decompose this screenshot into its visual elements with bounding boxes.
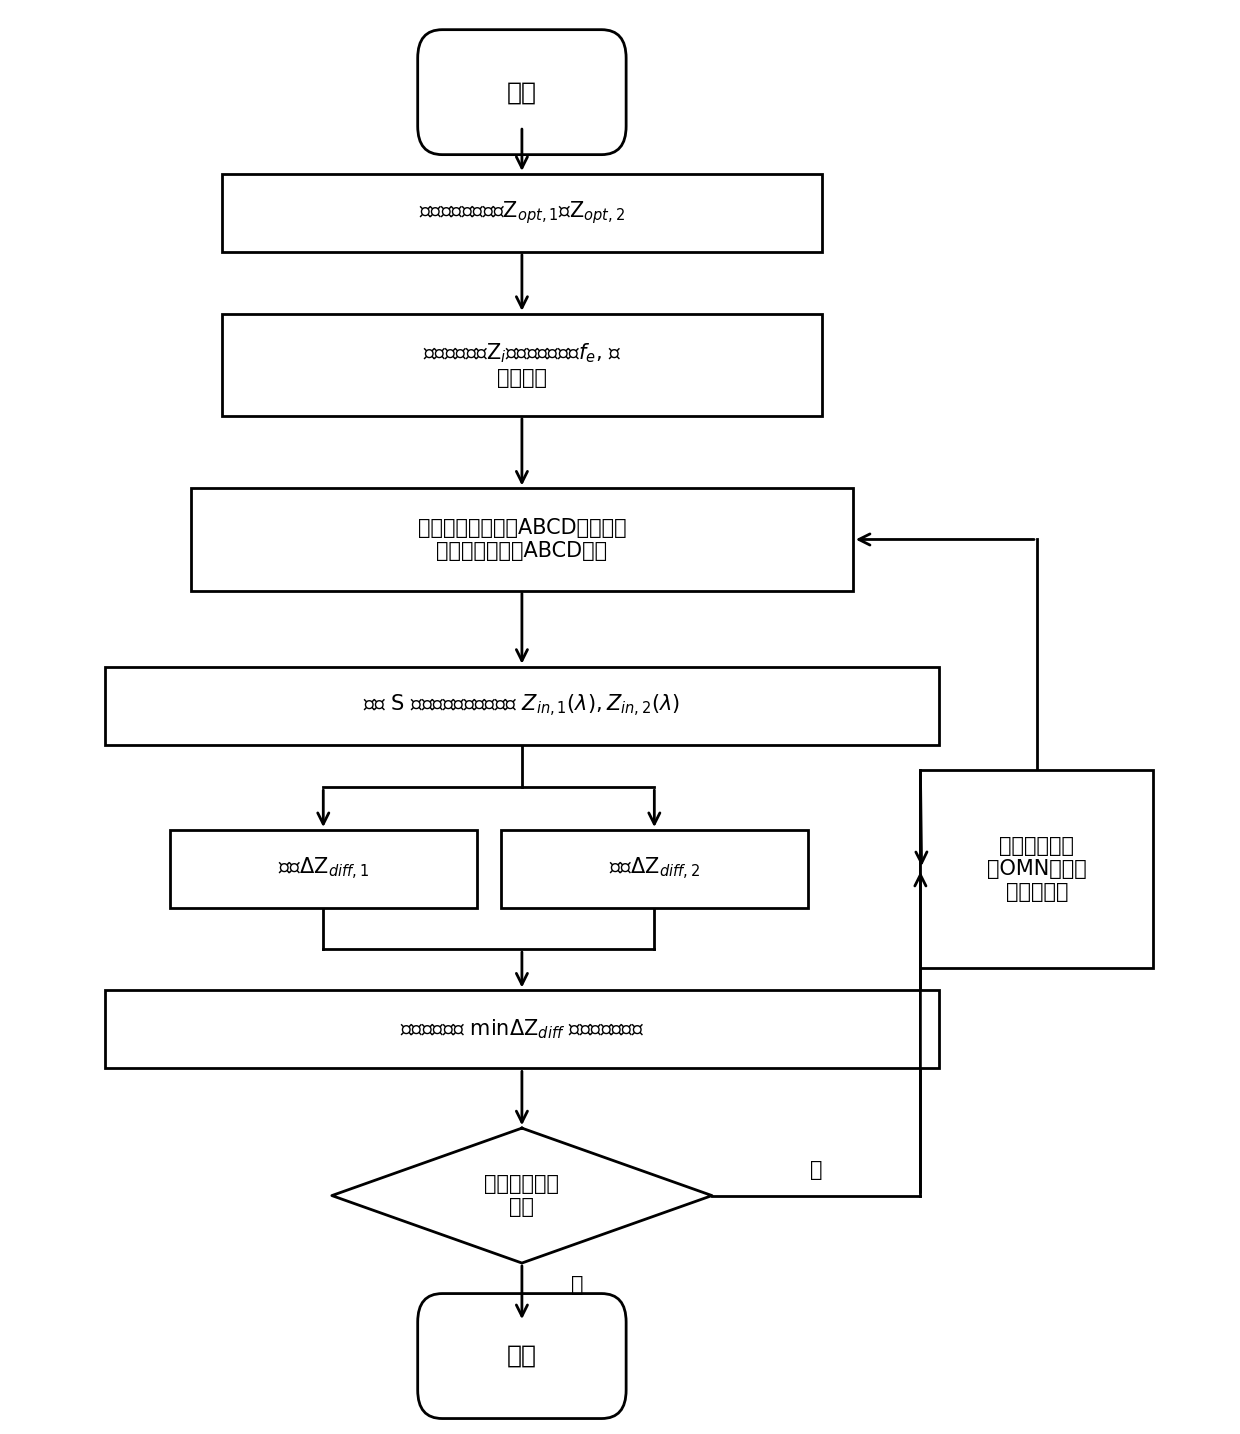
- Text: 计算ΔZ$_{diff,1}$: 计算ΔZ$_{diff,1}$: [278, 856, 368, 882]
- Text: 重新选择并确
定OMN，初始
化优化变量: 重新选择并确 定OMN，初始 化优化变量: [987, 836, 1086, 902]
- Bar: [222, 314, 822, 416]
- Bar: [105, 667, 939, 744]
- Bar: [222, 174, 822, 252]
- Bar: [920, 770, 1153, 968]
- Text: 否: 否: [810, 1160, 822, 1180]
- Bar: [191, 489, 853, 591]
- Text: 最小误差是否
满足: 最小误差是否 满足: [485, 1174, 559, 1217]
- Text: 初始优化变量Z$_i$和范围截止频率$f_e$, 并
设置范围: 初始优化变量Z$_i$和范围截止频率$f_e$, 并 设置范围: [423, 341, 621, 389]
- Text: 是: 是: [570, 1275, 583, 1295]
- Bar: [170, 830, 476, 908]
- Text: 生成目标函数 minΔZ$_{diff}$ 和运行优化算法: 生成目标函数 minΔZ$_{diff}$ 和运行优化算法: [399, 1018, 644, 1041]
- Text: 计算每段传输线的ABCD矩阵和输
出匹配网络总的ABCD矩阵: 计算每段传输线的ABCD矩阵和输 出匹配网络总的ABCD矩阵: [418, 518, 626, 561]
- Text: 计算ΔZ$_{diff,2}$: 计算ΔZ$_{diff,2}$: [609, 856, 699, 882]
- Text: 获取阻抗的目标值Z$_{opt, 1}$和Z$_{opt, 2}$: 获取阻抗的目标值Z$_{opt, 1}$和Z$_{opt, 2}$: [419, 199, 625, 227]
- Text: 结束: 结束: [507, 1344, 537, 1368]
- FancyBboxPatch shape: [418, 1293, 626, 1418]
- Bar: [105, 991, 939, 1068]
- Polygon shape: [332, 1129, 712, 1263]
- Text: 计算 S 参数矩阵和合成的阻抗 $Z_{in,1}(\lambda),Z_{in,2}(\lambda)$: 计算 S 参数矩阵和合成的阻抗 $Z_{in,1}(\lambda),Z_{in…: [363, 693, 681, 718]
- Text: 开始: 开始: [507, 80, 537, 105]
- Bar: [501, 830, 807, 908]
- FancyBboxPatch shape: [418, 30, 626, 155]
